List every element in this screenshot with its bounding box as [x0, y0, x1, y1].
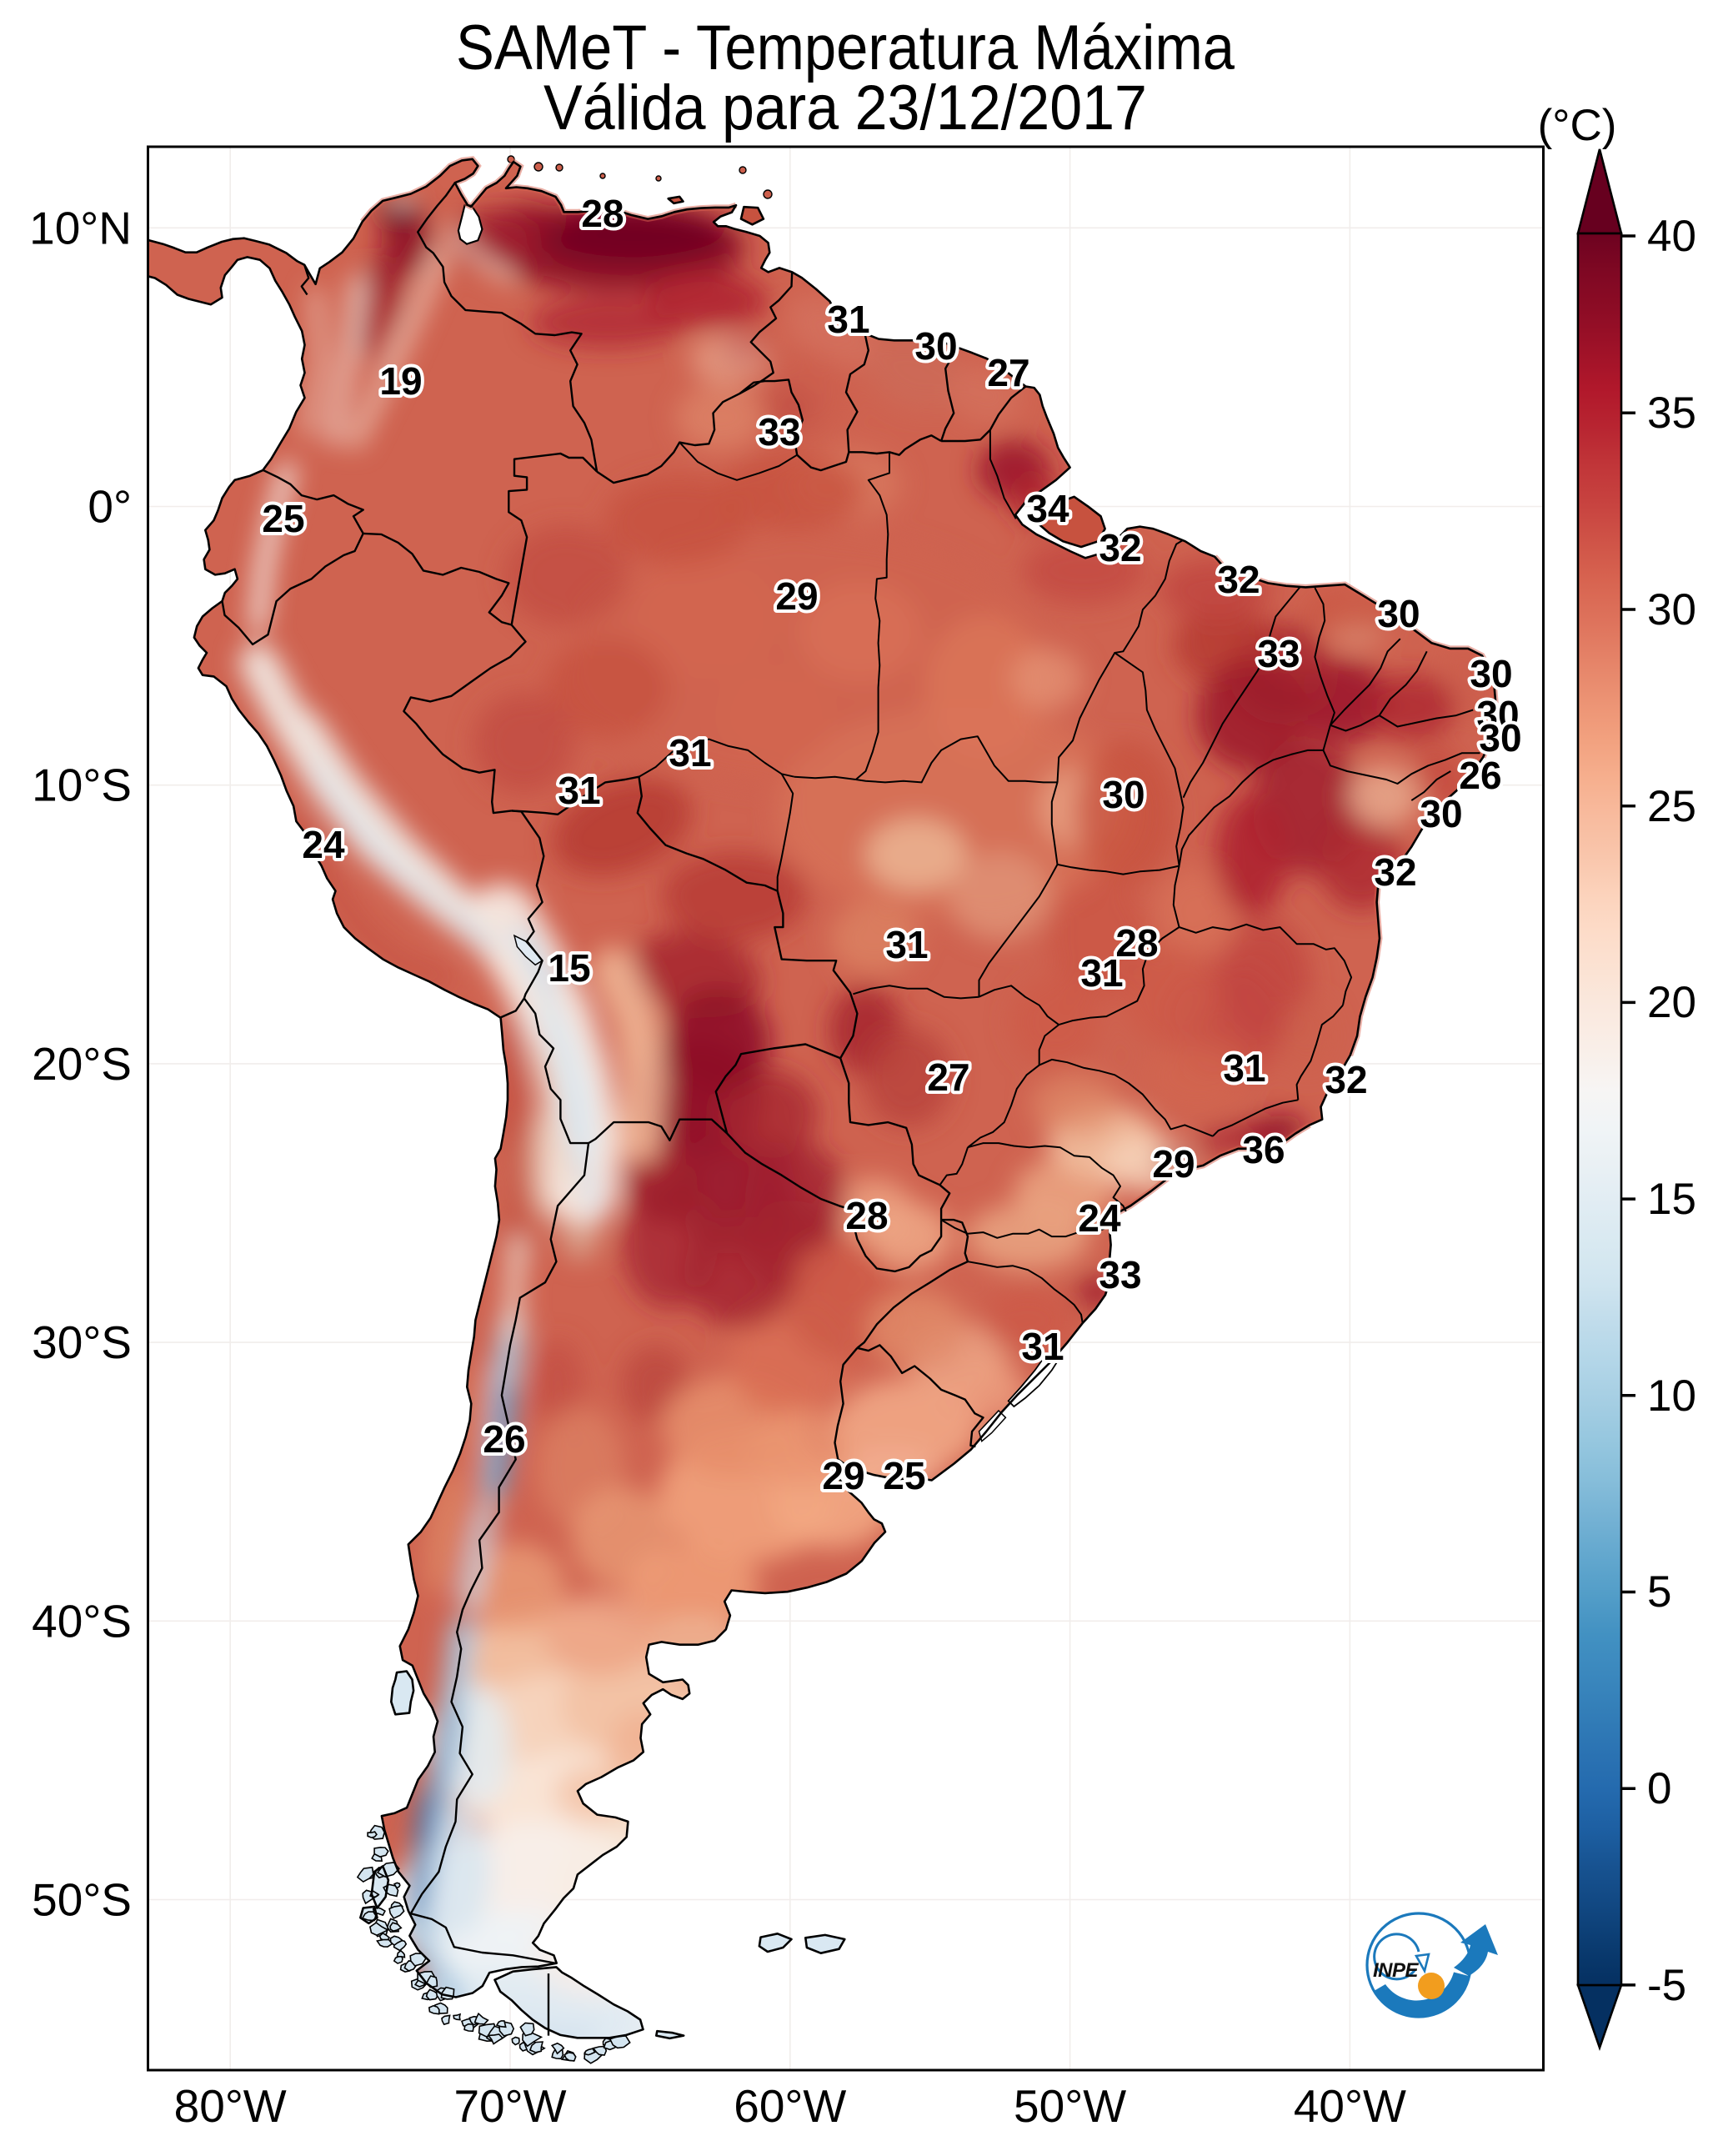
svg-text:31: 31 [1080, 951, 1123, 995]
svg-text:80°W: 80°W [174, 2080, 287, 2132]
svg-text:25: 25 [1647, 782, 1696, 831]
svg-text:28: 28 [581, 192, 624, 235]
svg-text:26: 26 [1459, 754, 1501, 797]
svg-text:30: 30 [1420, 792, 1462, 835]
svg-text:31: 31 [669, 731, 711, 775]
svg-text:30: 30 [914, 324, 957, 368]
svg-text:24: 24 [1078, 1196, 1121, 1240]
svg-text:10°N: 10°N [29, 202, 132, 253]
svg-text:29: 29 [822, 1454, 864, 1497]
svg-text:15: 15 [1647, 1175, 1696, 1224]
svg-text:30: 30 [1470, 652, 1512, 695]
svg-text:5: 5 [1647, 1567, 1671, 1617]
svg-text:34: 34 [1026, 487, 1069, 530]
svg-text:24: 24 [302, 823, 345, 866]
svg-text:30: 30 [1479, 716, 1521, 760]
svg-text:31: 31 [558, 769, 600, 812]
svg-text:INPE: INPE [1373, 1959, 1420, 1982]
svg-text:15: 15 [548, 946, 590, 990]
svg-text:20°S: 20°S [32, 1038, 132, 1090]
svg-text:10: 10 [1647, 1371, 1696, 1421]
svg-text:31: 31 [1223, 1046, 1265, 1090]
svg-text:33: 33 [1257, 632, 1300, 675]
svg-text:28: 28 [845, 1194, 888, 1237]
svg-text:20: 20 [1647, 978, 1696, 1027]
svg-text:32: 32 [1217, 558, 1260, 601]
svg-text:30: 30 [1476, 693, 1519, 736]
svg-text:30: 30 [1647, 585, 1696, 634]
svg-text:29: 29 [775, 574, 818, 618]
svg-text:35: 35 [1647, 389, 1696, 438]
svg-text:31: 31 [827, 298, 869, 341]
svg-text:32: 32 [1374, 850, 1416, 894]
svg-text:Válida para 23/12/2017: Válida para 23/12/2017 [543, 73, 1147, 143]
svg-text:32: 32 [1325, 1058, 1367, 1101]
svg-text:33: 33 [1099, 1253, 1141, 1296]
svg-text:(°C): (°C) [1538, 101, 1617, 150]
svg-text:29: 29 [1152, 1142, 1195, 1186]
svg-text:50°W: 50°W [1014, 2080, 1126, 2132]
svg-text:40°W: 40°W [1294, 2080, 1406, 2132]
svg-text:33: 33 [758, 410, 800, 454]
svg-text:40: 40 [1647, 212, 1696, 261]
svg-text:0°: 0° [88, 481, 132, 533]
svg-text:25: 25 [883, 1454, 925, 1497]
svg-text:26: 26 [483, 1417, 525, 1461]
svg-text:19: 19 [379, 359, 422, 403]
svg-text:28: 28 [1115, 921, 1158, 965]
svg-text:32: 32 [1099, 526, 1141, 569]
svg-text:31: 31 [1021, 1325, 1064, 1368]
svg-text:30: 30 [1377, 592, 1420, 635]
svg-text:70°W: 70°W [453, 2080, 566, 2132]
svg-text:36: 36 [1242, 1128, 1285, 1171]
svg-text:27: 27 [987, 351, 1029, 394]
svg-text:10°S: 10°S [32, 760, 132, 811]
svg-text:60°W: 60°W [734, 2080, 846, 2132]
svg-text:30: 30 [1102, 773, 1144, 816]
svg-text:50°S: 50°S [32, 1874, 132, 1926]
svg-text:0: 0 [1647, 1764, 1671, 1813]
svg-text:40°S: 40°S [32, 1595, 132, 1647]
svg-text:31: 31 [885, 923, 928, 966]
svg-text:25: 25 [262, 497, 304, 540]
svg-text:SAMeT - Temperatura Máxima: SAMeT - Temperatura Máxima [456, 13, 1235, 83]
svg-text:27: 27 [927, 1055, 969, 1099]
svg-text:-5: -5 [1647, 1961, 1686, 2010]
svg-text:30°S: 30°S [32, 1316, 132, 1368]
